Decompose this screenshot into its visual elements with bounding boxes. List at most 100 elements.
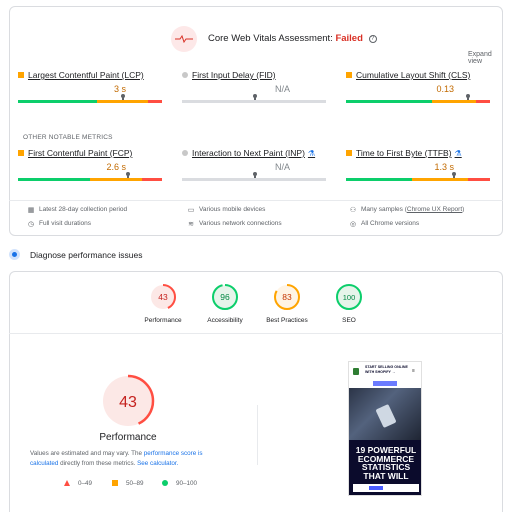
expand-view-button[interactable]: Expand view [468, 51, 492, 65]
metric-label[interactable]: Interaction to Next Paint (INP) ⚗ [182, 148, 315, 158]
p75-marker [126, 172, 131, 178]
info-network-text: Various network connections [199, 220, 282, 227]
other-metrics-label: OTHER NOTABLE METRICS [23, 134, 113, 141]
orange-indicator-icon [346, 72, 352, 78]
cwv-status: Failed [335, 33, 363, 44]
shopify-logo-icon [353, 368, 359, 375]
screenshot-headline: 19 POWERFUL ECOMMERCE STATISTICS THAT WI… [355, 445, 417, 481]
metric-value: N/A [274, 162, 290, 172]
grey-indicator-icon [182, 72, 188, 78]
metric-label-text: First Input Delay (FID) [192, 70, 276, 80]
distribution-segment [346, 100, 433, 103]
score-note: Values are estimated and may vary. The p… [30, 449, 230, 469]
metric-lcp: Largest Contentful Paint (LCP) 3 s [18, 70, 164, 110]
metric-ttfb: Time to First Byte (TTFB) ⚗ 1.3 s [346, 148, 492, 188]
score-gauge: 43 [150, 284, 176, 310]
diagnose-icon [9, 249, 20, 260]
metric-label-text: First Contentful Paint (FCP) [28, 148, 133, 158]
metric-label[interactable]: Largest Contentful Paint (LCP) [18, 70, 144, 80]
distribution-bar [346, 178, 490, 181]
gauge-accessibility[interactable]: 96 Accessibility [205, 283, 245, 324]
gauge-performance[interactable]: 43 Performance [143, 283, 183, 324]
grey-indicator-icon [182, 150, 188, 156]
calendar-icon: ▦ [27, 207, 35, 214]
experimental-icon[interactable]: ⚗ [307, 149, 316, 158]
help-icon[interactable]: ? [368, 35, 377, 43]
big-performance-gauge: 43 [101, 374, 155, 428]
metric-value: 1.3 s [434, 162, 454, 172]
metric-value: 2.6 s [106, 162, 126, 172]
distribution-segment [141, 178, 162, 181]
distribution-segment [90, 178, 142, 181]
lighthouse-card [9, 271, 503, 512]
users-icon: ⚇ [349, 207, 357, 214]
clock-icon: ◷ [27, 221, 35, 228]
distribution-segment [412, 178, 469, 181]
orange-indicator-icon [18, 72, 24, 78]
metric-label[interactable]: First Input Delay (FID) [182, 70, 276, 80]
gauge-best-practices[interactable]: 83 Best Practices [262, 283, 312, 324]
gauge-label: Best Practices [266, 317, 308, 324]
diagnose-title: Diagnose performance issues [30, 250, 143, 260]
distribution-empty [182, 100, 326, 103]
distribution-bar [18, 178, 162, 181]
screenshot-cookie-button [369, 486, 383, 490]
distribution-bar [182, 178, 326, 181]
orange-square-icon [112, 480, 118, 486]
info-period: ▦ Latest 28-day collection period [27, 206, 127, 214]
info-samples: ⚇ Many samples (Chrome UX Report) [349, 206, 464, 214]
distribution-segment [147, 100, 162, 103]
distribution-segment [475, 100, 490, 103]
metric-label[interactable]: Time to First Byte (TTFB) ⚗ [346, 148, 462, 158]
distribution-segment [18, 100, 98, 103]
cwv-title: Core Web Vitals Assessment: Failed ? [208, 33, 377, 44]
gauge-arc [336, 284, 362, 310]
screenshot-cookie-banner [353, 484, 419, 492]
note-text-2: directly from these metrics. [58, 460, 138, 467]
experimental-icon[interactable]: ⚗ [454, 149, 462, 158]
info-chrome-text: All Chrome versions [361, 220, 420, 227]
info-devices-text: Various mobile devices [199, 206, 266, 213]
legend-fail-range: 0–49 [78, 480, 93, 487]
hamburger-menu-icon: ≡ [412, 368, 415, 374]
gauge-seo[interactable]: 100 SEO [329, 283, 369, 324]
gauge-score: 83 [282, 292, 292, 302]
info-period-text: Latest 28-day collection period [39, 206, 128, 213]
info-network: ≋ Various network connections [187, 220, 282, 228]
metric-label[interactable]: First Contentful Paint (FCP) [18, 148, 132, 158]
gauge-label: SEO [342, 317, 356, 324]
info-duration-text: Full visit durations [39, 220, 92, 227]
gauge-arc [150, 284, 176, 310]
metric-label[interactable]: Cumulative Layout Shift (CLS) [346, 70, 470, 80]
distribution-segment [468, 178, 490, 181]
gauge-label: Accessibility [207, 317, 243, 324]
info-samples-text: Many samples ( [361, 206, 407, 213]
red-triangle-icon [64, 480, 70, 486]
distribution-bar [346, 100, 490, 103]
orange-indicator-icon [18, 150, 24, 156]
gauge-background [275, 285, 299, 309]
page-screenshot: START SELLING ONLINE WITH SHOPIFY → ≡ 19… [348, 361, 422, 496]
collection-info: ▦ Latest 28-day collection period ▭ Variou… [9, 200, 503, 236]
distribution-empty [182, 178, 326, 181]
distribution-bar [182, 100, 326, 103]
metric-label-text: Time to First Byte (TTFB) [356, 148, 452, 158]
note-text-1: Values are estimated and may vary. The [30, 450, 144, 457]
metric-cls: Cumulative Layout Shift (CLS) 0.13 [346, 70, 492, 110]
metric-label-text: Largest Contentful Paint (LCP) [28, 70, 144, 80]
metric-label-text: Interaction to Next Paint (INP) [192, 148, 305, 158]
gauge-arc [274, 284, 300, 310]
score-gauge: 96 [212, 284, 238, 310]
p75-marker [120, 94, 125, 100]
gauge-background [337, 285, 361, 309]
chrome-ux-report-link[interactable]: Chrome UX Report [406, 206, 463, 213]
p75-marker [451, 172, 456, 178]
info-devices: ▭ Various mobile devices [187, 206, 266, 214]
metric-value: 0.13 [436, 84, 454, 94]
info-chrome: ◎ All Chrome versions [349, 220, 419, 228]
gauge-score: 96 [220, 292, 230, 302]
score-calculated-link[interactable]: performance score is calculated [30, 450, 203, 467]
gauge-label: Performance [144, 317, 182, 324]
see-calculator-link[interactable]: See calculator. [137, 460, 179, 467]
gauge-background [213, 285, 237, 309]
